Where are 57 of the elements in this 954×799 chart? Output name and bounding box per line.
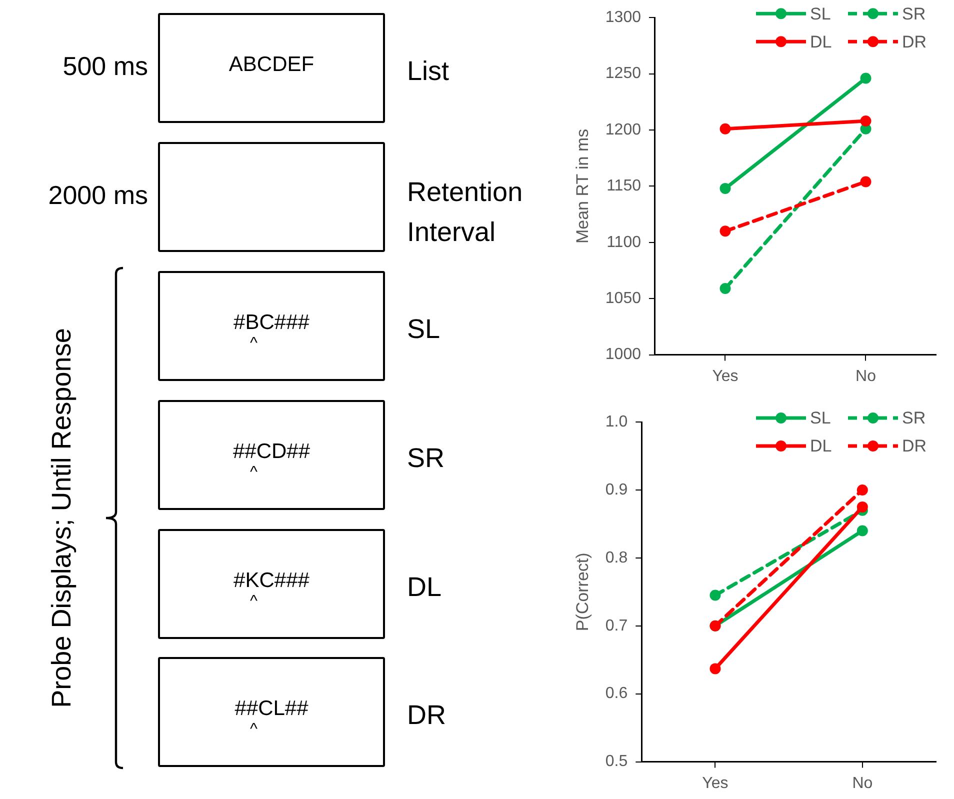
point bbox=[856, 501, 868, 512]
text: ^ bbox=[250, 721, 258, 739]
y-tick-label: 1150 bbox=[606, 178, 642, 195]
y-tick-label: 1050 bbox=[605, 290, 642, 308]
point bbox=[720, 282, 731, 294]
legend-label: SR bbox=[902, 408, 926, 428]
x-tick-label: No bbox=[856, 368, 876, 385]
point bbox=[710, 590, 721, 601]
y-tick-label: 1300 bbox=[605, 9, 642, 26]
point bbox=[860, 176, 872, 188]
text: ##CD## bbox=[232, 440, 312, 464]
point bbox=[856, 484, 868, 496]
text: ##CL## bbox=[234, 697, 310, 721]
point bbox=[720, 226, 731, 237]
text: Retention Interval bbox=[407, 176, 524, 249]
text: List bbox=[407, 55, 450, 88]
y-tick-label: 0.5 bbox=[605, 753, 628, 770]
y-tick-label: 1100 bbox=[606, 234, 642, 251]
point bbox=[720, 182, 731, 194]
y-tick-label: 1250 bbox=[605, 65, 642, 82]
text: ^ bbox=[250, 335, 258, 353]
point bbox=[720, 123, 731, 134]
point bbox=[710, 663, 721, 674]
legend-label: SL bbox=[810, 408, 831, 428]
text: ^ bbox=[250, 464, 258, 482]
x-tick-label: No bbox=[852, 774, 873, 792]
legend-label: DR bbox=[902, 436, 927, 456]
legend-label: DL bbox=[810, 436, 832, 456]
text: DL bbox=[407, 571, 443, 604]
text: DR bbox=[407, 699, 447, 732]
y-tick-label: 0.7 bbox=[605, 617, 628, 634]
y-axis-title: P(Correct) bbox=[572, 552, 592, 632]
legend-label: SL bbox=[810, 4, 831, 24]
point bbox=[856, 525, 868, 536]
legend-label: DL bbox=[810, 32, 832, 52]
text: SL bbox=[407, 313, 442, 346]
legend-label: SR bbox=[902, 4, 926, 24]
x-tick-label: Yes bbox=[702, 774, 728, 792]
y-tick-label: 0.8 bbox=[605, 549, 628, 566]
point bbox=[860, 72, 872, 84]
text: 2000 ms bbox=[48, 180, 148, 211]
text: Probe Displays; Until Response bbox=[46, 328, 78, 708]
y-axis-title: Mean RT in ms bbox=[572, 128, 592, 244]
y-tick-label: 0.6 bbox=[605, 685, 628, 702]
y-tick-label: 0.9 bbox=[605, 481, 628, 498]
text: #BC### bbox=[232, 311, 310, 335]
x-tick-label: Yes bbox=[712, 368, 738, 385]
text: ABCDEF bbox=[228, 53, 316, 77]
legend-label: DR bbox=[902, 32, 927, 52]
text: SR bbox=[407, 442, 446, 475]
y-tick-label: 1.0 bbox=[605, 413, 628, 430]
text: ^ bbox=[250, 593, 258, 611]
text: 500 ms bbox=[62, 51, 148, 82]
point bbox=[860, 116, 872, 127]
y-tick-label: 1200 bbox=[605, 121, 642, 138]
text: #KC### bbox=[232, 569, 310, 593]
y-tick-label: 1000 bbox=[605, 346, 642, 364]
